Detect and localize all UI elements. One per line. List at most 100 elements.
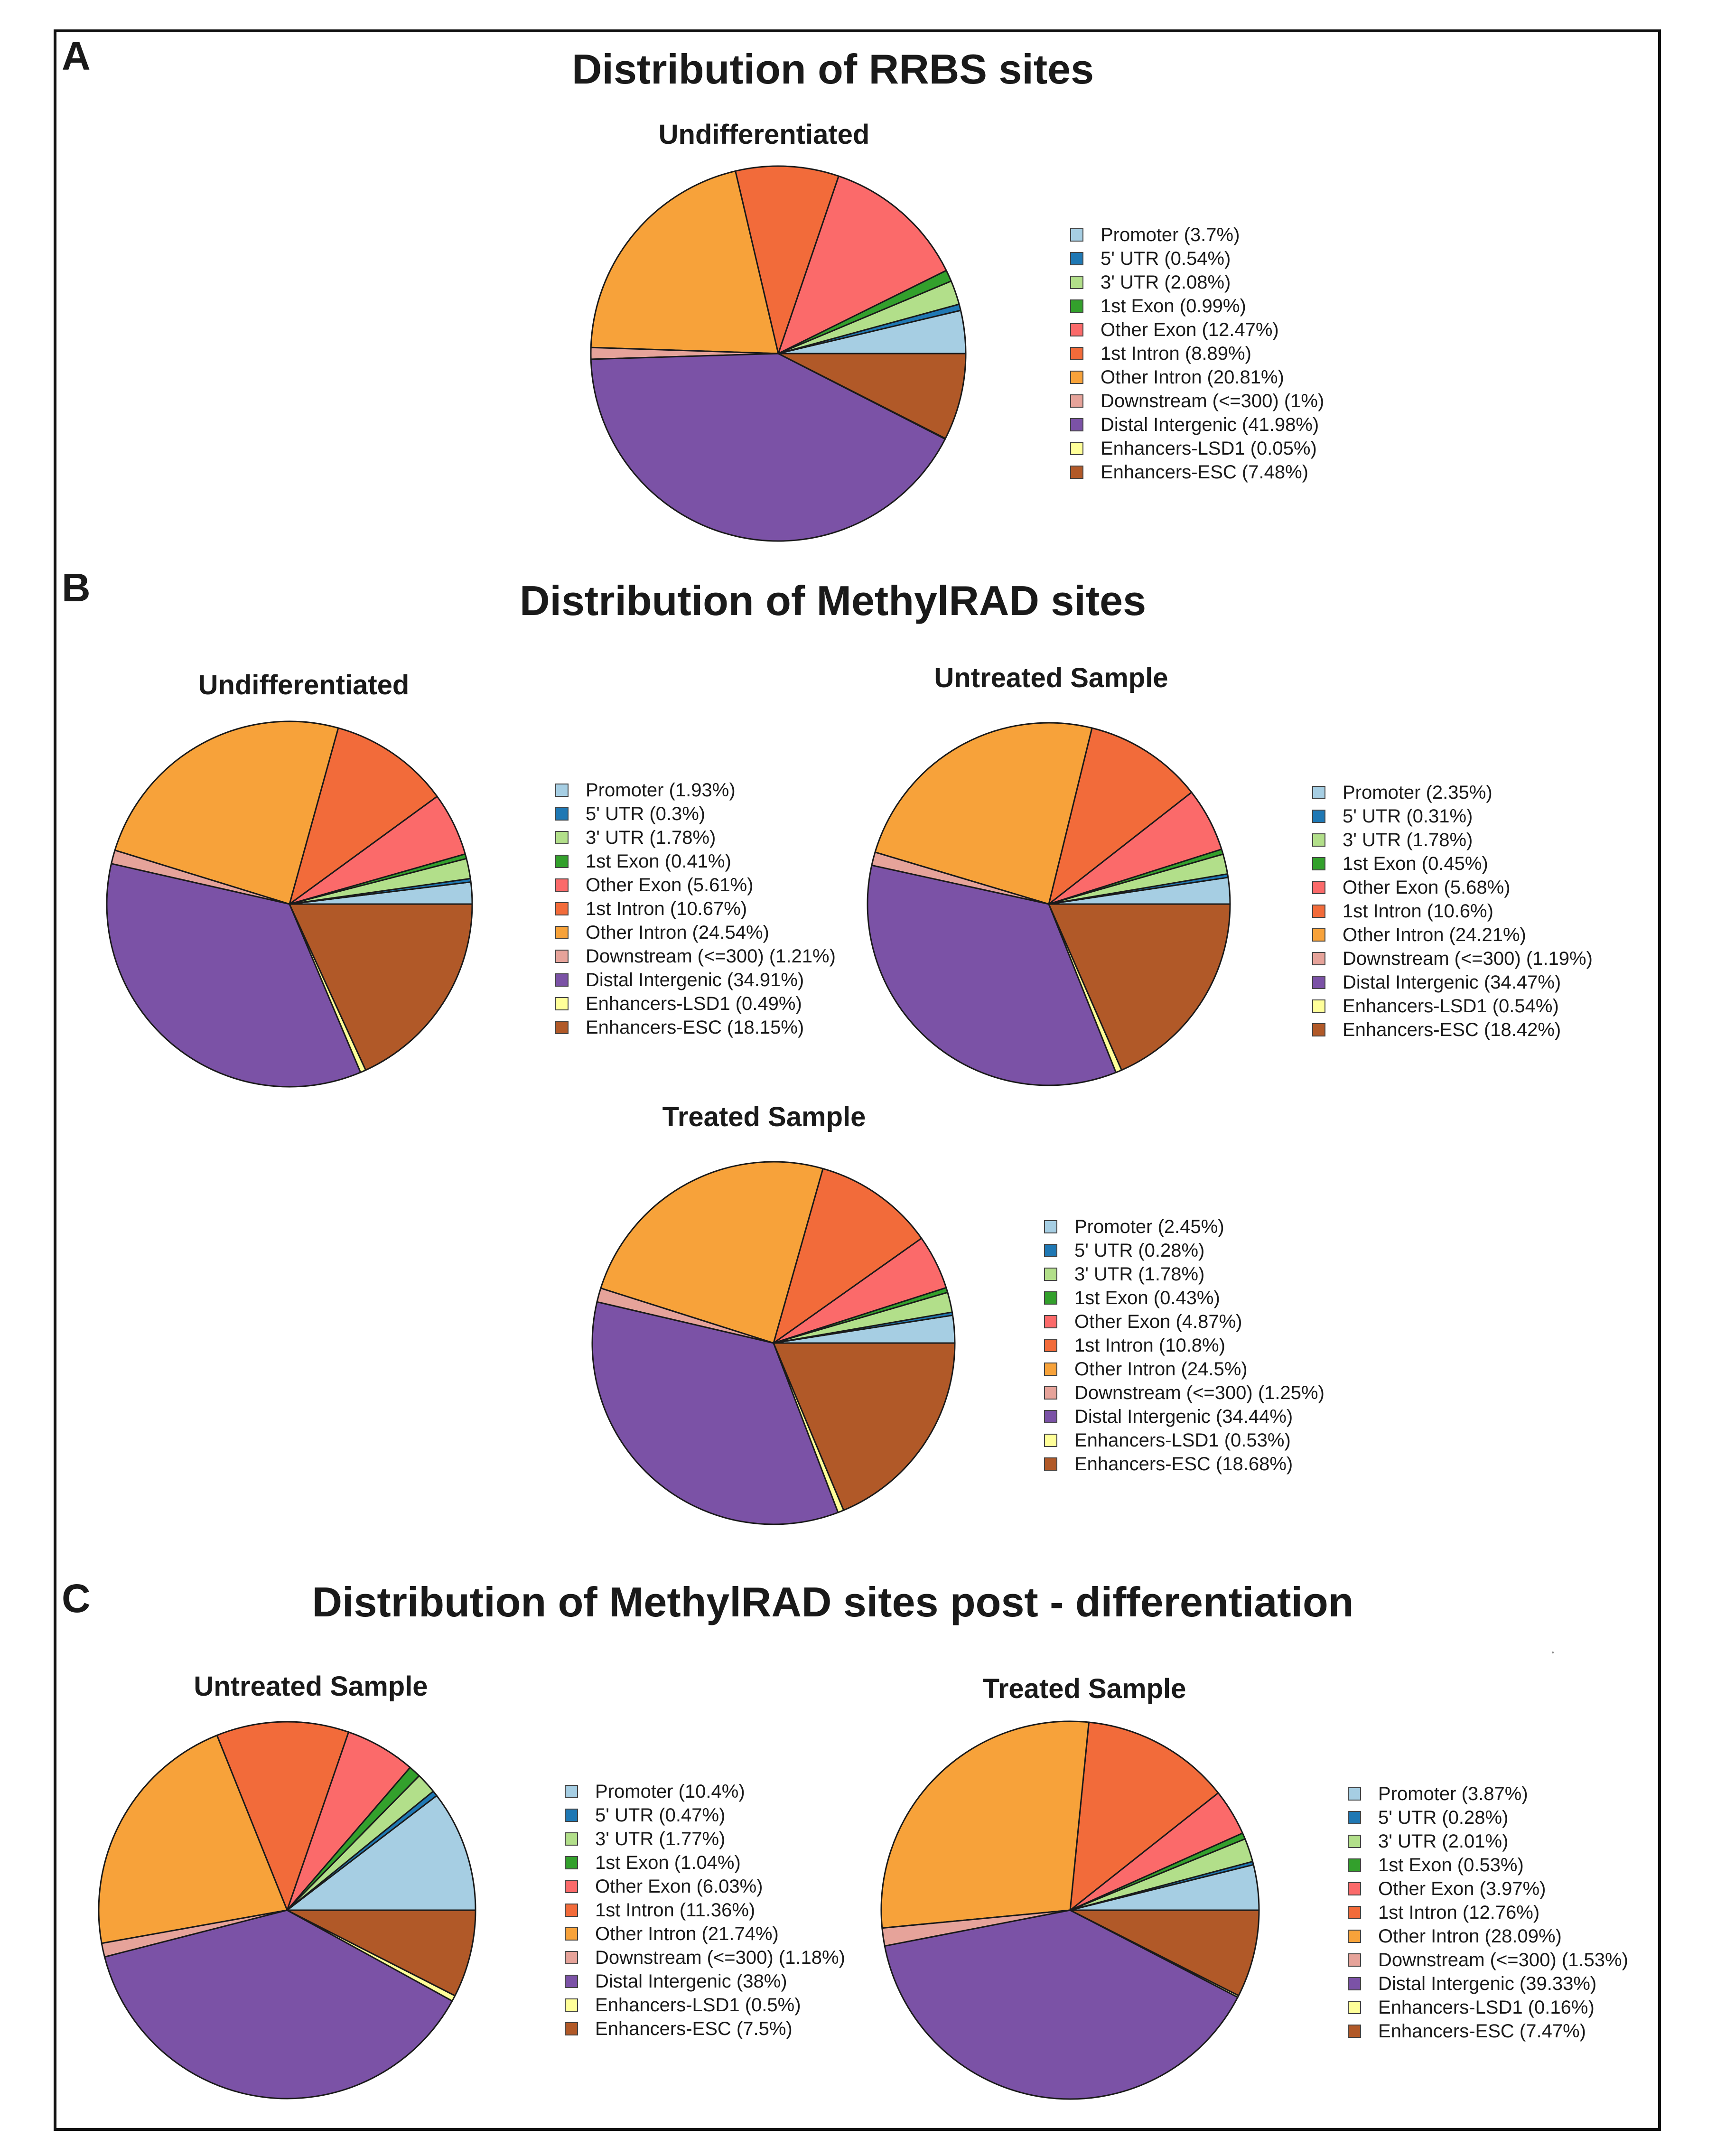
pie-3-legend-swatch xyxy=(1044,1291,1057,1305)
pie-4-legend-item: Distal Intergenic (38%) xyxy=(565,1969,845,1993)
pie-1-legend-item: Enhancers-ESC (18.15%) xyxy=(555,1016,836,1039)
pie-2-legend-swatch xyxy=(1312,928,1325,942)
pie-2-legend-item: Enhancers-LSD1 (0.54%) xyxy=(1312,994,1593,1018)
pie-5-slice-1st-intron xyxy=(1069,1721,1219,1911)
stray-mark xyxy=(1552,1652,1554,1653)
pie-0-legend-swatch xyxy=(1070,276,1083,289)
pie-1-legend-swatch xyxy=(555,1021,569,1034)
pie-1-legend-label: Enhancers-LSD1 (0.49%) xyxy=(586,993,802,1014)
pie-0-legend-swatch xyxy=(1070,228,1083,242)
pie-5-legend-swatch xyxy=(1348,1835,1361,1848)
pie-3-legend-item: 3' UTR (1.78%) xyxy=(1044,1262,1325,1286)
pie-2-slice-1st-intron xyxy=(1048,727,1193,905)
pie-4-legend-swatch xyxy=(565,1975,578,1988)
pie-0-slice-1st-intron xyxy=(735,165,840,355)
pie-3-legend-label: 5' UTR (0.28%) xyxy=(1074,1240,1205,1261)
pie-4-slice-promoter xyxy=(286,1795,476,1911)
pie-3-legend-swatch xyxy=(1044,1339,1057,1352)
pie-2-legend-label: Enhancers-LSD1 (0.54%) xyxy=(1343,995,1559,1017)
pie-5-legend-item: 1st Exon (0.53%) xyxy=(1348,1853,1628,1877)
pie-2-legend-swatch xyxy=(1312,999,1325,1013)
pie-5-legend-swatch xyxy=(1348,2001,1361,2014)
pie-0-legend-label: Distal Intergenic (41.98%) xyxy=(1101,414,1319,435)
pie-1-legend-swatch xyxy=(555,784,569,797)
pie-3-legend-item: 5' UTR (0.28%) xyxy=(1044,1239,1325,1262)
pie-4-legend-label: Other Exon (6.03%) xyxy=(595,1876,763,1897)
pie-1-legend-swatch xyxy=(555,807,569,821)
pie-0-legend-swatch xyxy=(1070,252,1083,265)
pie-0-legend-label: Enhancers-ESC (7.48%) xyxy=(1101,461,1308,483)
pie-2-legend-swatch xyxy=(1312,905,1325,918)
pie-1-slice-other-intron xyxy=(114,720,339,905)
pie-5-chart xyxy=(880,1720,1260,2100)
pie-3-legend-swatch xyxy=(1044,1363,1057,1376)
pie-4-legend-item: Downstream (<=300) (1.18%) xyxy=(565,1946,845,1969)
pie-1-legend-swatch xyxy=(555,950,569,963)
pie-5-slice-other-intron xyxy=(880,1720,1090,1929)
pie-3-title: Treated Sample xyxy=(662,1101,866,1132)
pie-1-legend-item: Other Intron (24.54%) xyxy=(555,921,836,944)
pie-3-legend-label: Enhancers-ESC (18.68%) xyxy=(1074,1453,1293,1475)
pie-5-legend-swatch xyxy=(1348,1906,1361,1919)
pie-1-title: Undifferentiated xyxy=(198,670,410,700)
panel-title-a: Distribution of RRBS sites xyxy=(571,46,1094,93)
pie-5-legend-label: Other Intron (28.09%) xyxy=(1378,1925,1562,1947)
pie-1-legend-label: 5' UTR (0.3%) xyxy=(586,803,706,824)
pie-3-legend-label: 3' UTR (1.78%) xyxy=(1074,1263,1205,1285)
pie-5-legend-label: 3' UTR (2.01%) xyxy=(1378,1830,1509,1852)
pie-4-legend: Promoter (10.4%) 5' UTR (0.47%) 3' UTR (1.… xyxy=(565,1780,845,2041)
pie-1-legend-swatch xyxy=(555,997,569,1010)
pie-4-legend-label: Enhancers-LSD1 (0.5%) xyxy=(595,1994,801,2016)
pie-0-legend-label: 1st Exon (0.99%) xyxy=(1101,295,1246,317)
pie-0-legend: Promoter (3.7%) 5' UTR (0.54%) 3' UTR (2.0… xyxy=(1070,223,1324,484)
pie-1-legend-label: Enhancers-ESC (18.15%) xyxy=(586,1017,804,1038)
pie-1-legend-label: Promoter (1.93%) xyxy=(586,779,736,801)
panel-title-b: Distribution of MethylRAD sites xyxy=(519,577,1147,624)
pie-2-legend-item: 5' UTR (0.31%) xyxy=(1312,804,1593,828)
pie-5-legend-swatch xyxy=(1348,1977,1361,1990)
pie-3-legend-item: Enhancers-LSD1 (0.53%) xyxy=(1044,1428,1325,1452)
pie-2-legend-item: 3' UTR (1.78%) xyxy=(1312,828,1593,852)
pie-0-legend-item: Other Intron (20.81%) xyxy=(1070,365,1324,389)
pie-3-legend-label: Other Intron (24.5%) xyxy=(1074,1358,1248,1380)
pie-0-legend-label: Enhancers-LSD1 (0.05%) xyxy=(1101,438,1317,459)
pie-4-legend-label: 1st Intron (11.36%) xyxy=(595,1899,756,1921)
pie-1-legend-label: Other Exon (5.61%) xyxy=(586,874,754,896)
pie-4-legend-label: Downstream (<=300) (1.18%) xyxy=(595,1947,845,1968)
pie-0-legend-swatch xyxy=(1070,442,1083,455)
pie-5-slice-enhancers-esc xyxy=(1069,1909,1260,1997)
pie-3-legend-item: Other Intron (24.5%) xyxy=(1044,1357,1325,1381)
pie-0-legend-item: Promoter (3.7%) xyxy=(1070,223,1324,247)
pie-3-legend-swatch xyxy=(1044,1457,1057,1471)
pie-1-legend-swatch xyxy=(555,973,569,987)
pie-2-legend-label: Promoter (2.35%) xyxy=(1343,782,1492,803)
pie-3-legend-label: 1st Exon (0.43%) xyxy=(1074,1287,1220,1308)
pie-1-legend-label: Other Intron (24.54%) xyxy=(586,922,769,943)
panel-letter-b: B xyxy=(62,565,91,610)
pie-4-title: Untreated Sample xyxy=(194,1671,428,1702)
pie-0-legend-label: Downstream (<=300) (1%) xyxy=(1101,390,1325,411)
pie-5-legend-swatch xyxy=(1348,1953,1361,1967)
pie-0-legend-item: Downstream (<=300) (1%) xyxy=(1070,389,1324,413)
pie-4-legend-label: 3' UTR (1.77%) xyxy=(595,1828,726,1849)
pie-1-legend-item: Promoter (1.93%) xyxy=(555,778,836,802)
pie-5-legend-item: Promoter (3.87%) xyxy=(1348,1782,1628,1806)
pie-2-legend-label: Other Exon (5.68%) xyxy=(1343,877,1511,898)
pie-5-legend-label: Promoter (3.87%) xyxy=(1378,1783,1528,1804)
pie-3-legend-swatch xyxy=(1044,1410,1057,1423)
pie-5-legend-item: Other Exon (3.97%) xyxy=(1348,1877,1628,1901)
pie-3-legend-swatch xyxy=(1044,1315,1057,1328)
pie-2-legend-item: Distal Intergenic (34.47%) xyxy=(1312,971,1593,994)
pie-2-legend-label: Other Intron (24.21%) xyxy=(1343,924,1526,945)
pie-4-legend-label: Enhancers-ESC (7.5%) xyxy=(595,2018,793,2039)
pie-5-legend-item: 3' UTR (2.01%) xyxy=(1348,1829,1628,1853)
pie-2-legend-item: 1st Exon (0.45%) xyxy=(1312,852,1593,876)
pie-0-legend-label: Other Intron (20.81%) xyxy=(1101,366,1284,388)
pie-2-legend-swatch xyxy=(1312,976,1325,989)
pie-2-chart xyxy=(867,722,1231,1086)
panel-letter-a: A xyxy=(62,34,91,78)
pie-3-legend-label: Enhancers-LSD1 (0.53%) xyxy=(1074,1429,1291,1451)
pie-5-legend-label: Enhancers-LSD1 (0.16%) xyxy=(1378,1997,1595,2018)
pie-5-legend-label: Other Exon (3.97%) xyxy=(1378,1878,1546,1899)
pie-2-legend-label: Distal Intergenic (34.47%) xyxy=(1343,971,1561,993)
